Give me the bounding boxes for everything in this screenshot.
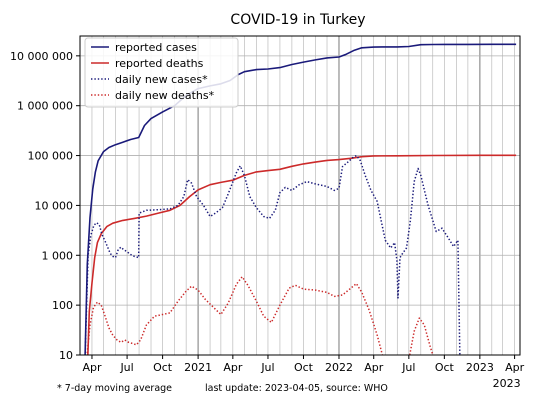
x-tick-label: Oct bbox=[153, 361, 173, 374]
x-tick-label: Apr bbox=[82, 361, 102, 374]
plot-frame bbox=[79, 35, 521, 356]
series-layer bbox=[84, 43, 517, 355]
y-tick-label: 100 000 bbox=[28, 150, 74, 163]
series-line-daily-new-deaths bbox=[86, 276, 434, 355]
x-tick-label: Apr bbox=[223, 361, 243, 374]
x-tick-label: Jul bbox=[260, 361, 274, 374]
y-tick-label: 10 000 bbox=[35, 199, 74, 212]
footnote-moving-average: * 7-day moving average bbox=[57, 383, 172, 394]
series-line-reported-deaths bbox=[87, 154, 517, 355]
y-tick-label: 1 000 000 bbox=[17, 100, 73, 113]
x-tick-label: Jul bbox=[119, 361, 133, 374]
x-tick-label: Jul bbox=[401, 361, 415, 374]
legend-label: reported deaths bbox=[115, 57, 204, 70]
legend-label: reported cases bbox=[115, 41, 197, 54]
y-tick-label: 100 bbox=[52, 299, 73, 312]
y-tick-label: 10 bbox=[59, 349, 73, 362]
y-tick-label: 10 000 000 bbox=[10, 50, 73, 63]
x-tick-label: Apr bbox=[364, 361, 384, 374]
x-tick-label: Oct bbox=[294, 361, 314, 374]
series-line-reported-cases bbox=[84, 43, 517, 355]
x-tick-label: 2022 bbox=[325, 361, 353, 374]
x-tick-sublabel: 2023 bbox=[493, 377, 521, 390]
axis-ticks: 10 100 1 000 10 000 100 000 1 000 000 10 000 0… bbox=[10, 50, 525, 390]
footnote-source: last update: 2023-04-05, source: WHO bbox=[205, 383, 388, 394]
legend-label: daily new deaths* bbox=[115, 89, 215, 102]
legend-label: daily new cases* bbox=[115, 73, 208, 86]
chart-title: COVID-19 in Turkey bbox=[230, 12, 365, 28]
legend: reported cases reported deaths daily new c… bbox=[84, 37, 239, 108]
series-line-daily-new-cases bbox=[84, 154, 461, 355]
y-tick-label: 1 000 bbox=[42, 249, 74, 262]
x-tick-label: 2021 bbox=[184, 361, 212, 374]
x-tick-label: Oct bbox=[435, 361, 455, 374]
x-tick-label: 2023 bbox=[466, 361, 494, 374]
x-tick-label: Apr bbox=[505, 361, 525, 374]
legend-box bbox=[84, 37, 239, 108]
